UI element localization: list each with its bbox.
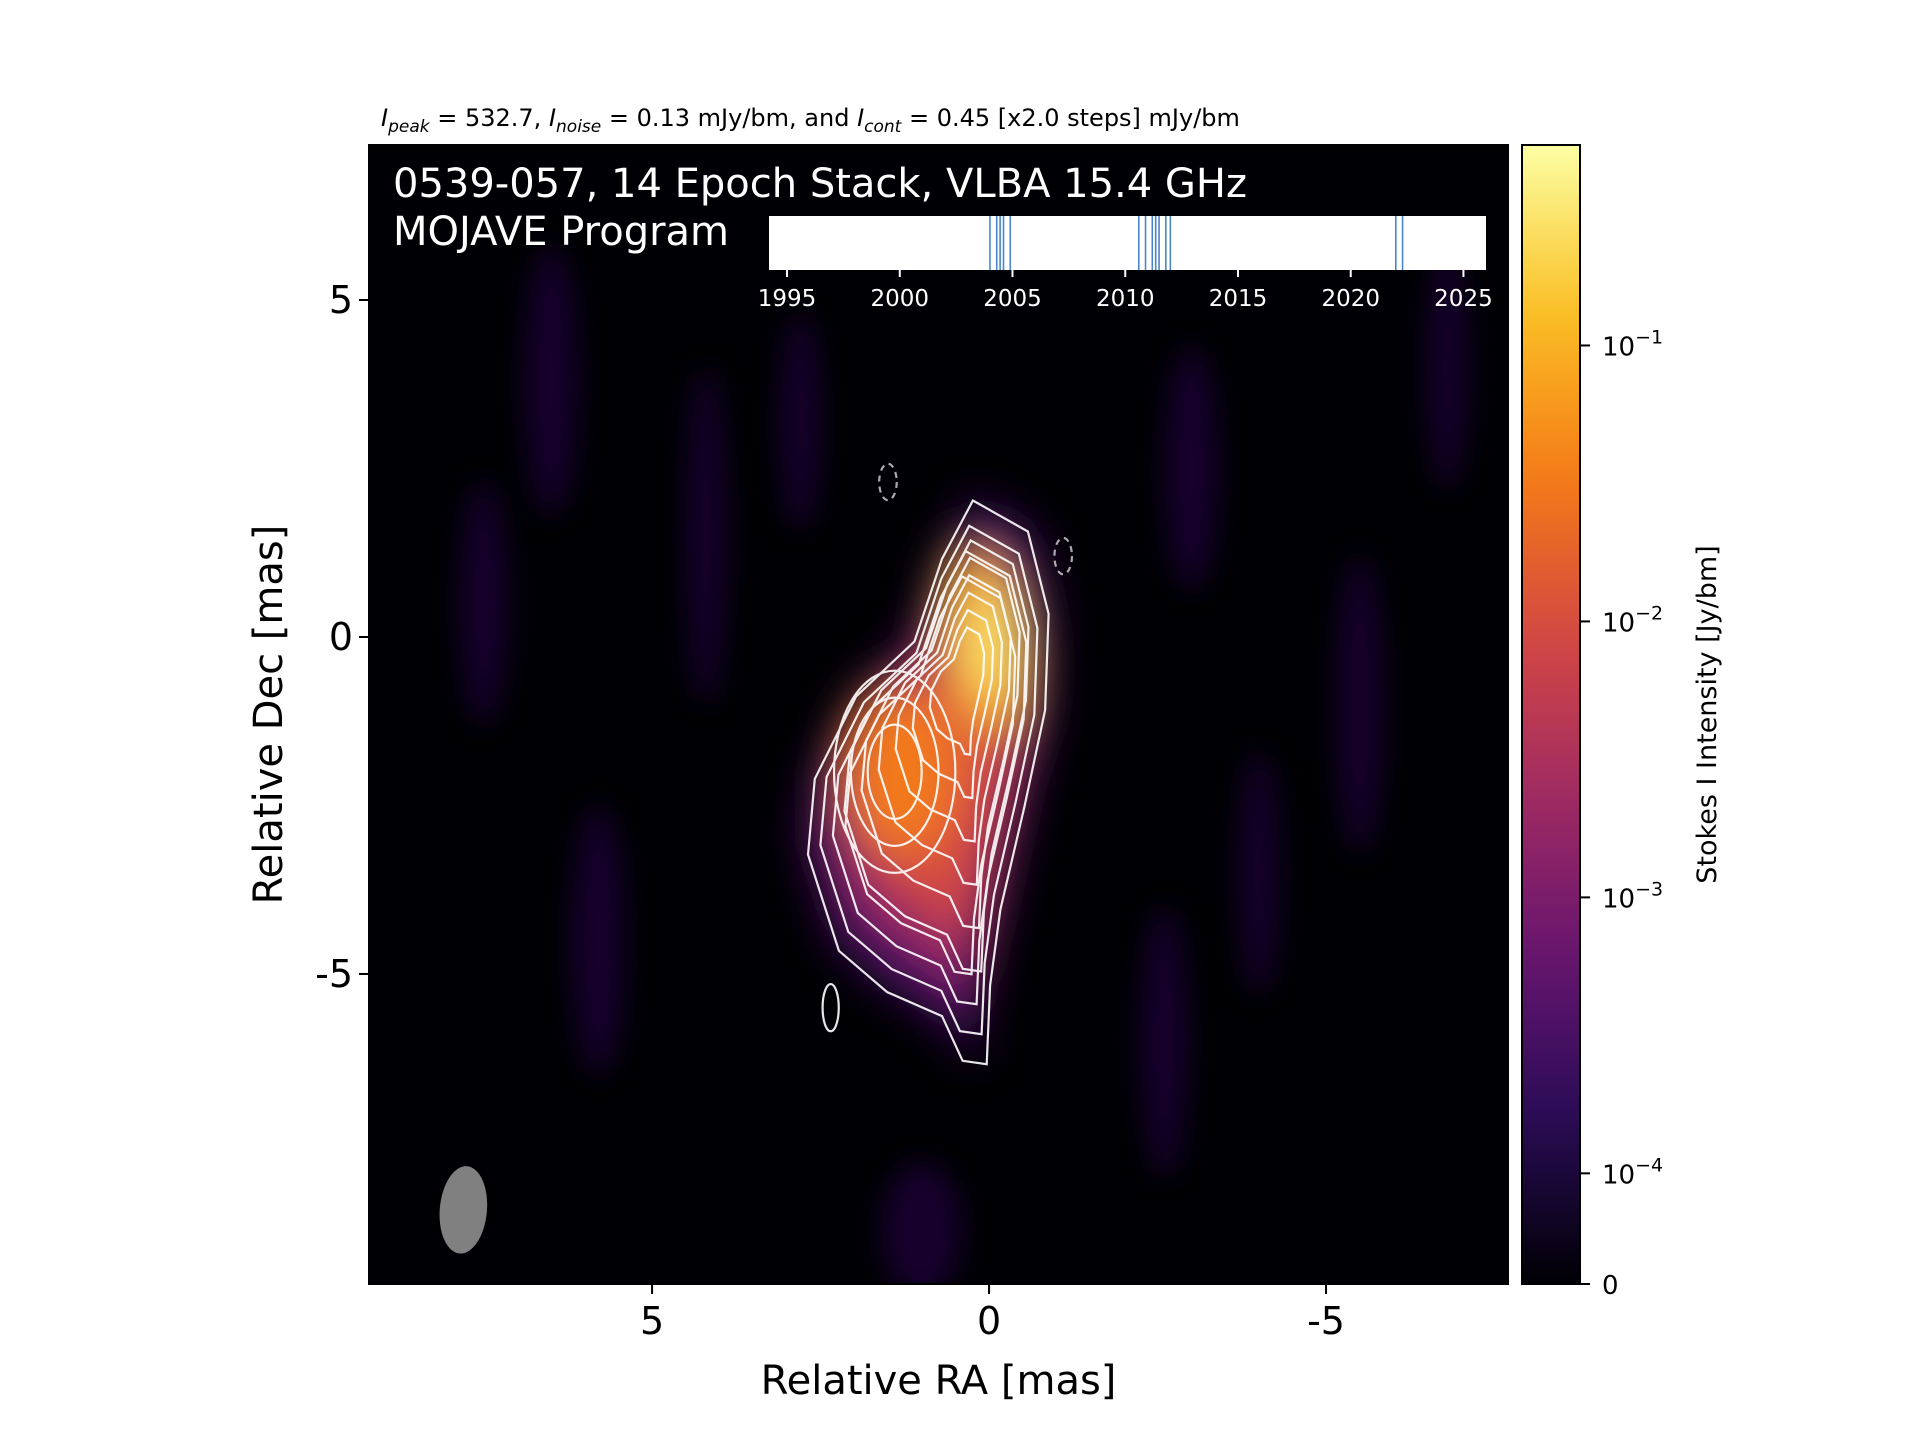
contours: [806, 462, 1074, 1066]
noise-streak: [459, 481, 508, 725]
contour-level: [911, 608, 995, 800]
colorbar-label: Stokes I Intensity [Jy/bm]: [1692, 545, 1723, 883]
beam-ellipse: [439, 1166, 488, 1254]
negative-contour: [1053, 536, 1074, 576]
noise-streak: [1140, 906, 1188, 1177]
colorbar-tick-base: 0: [1602, 1271, 1619, 1301]
subtitle-part: I: [549, 104, 556, 132]
colorbar-tick-label: 10−1: [1602, 326, 1663, 362]
y-tick-label: 0: [329, 615, 353, 659]
colorbar-tick-label: 0: [1602, 1271, 1619, 1301]
subtitle-part: = 532.7,: [430, 104, 549, 132]
noise-streak: [1238, 751, 1279, 995]
y-tick-label: -5: [315, 952, 353, 996]
y-axis-label: Relative Dec [mas]: [246, 525, 292, 905]
map-axes: 5 0 -5 5 0 -5 Relative RA [mas] Relative Dec [m…: [246, 144, 1509, 1404]
timeline-tick-label: 2010: [1096, 286, 1155, 312]
component-contour: [832, 669, 957, 874]
colorbar-gradient: [1521, 144, 1581, 1285]
chart-title-line2: MOJAVE Program: [393, 209, 729, 255]
colorbar-tick-exp: −1: [1635, 326, 1663, 348]
colorbar-tick-exp: −4: [1635, 1154, 1663, 1176]
subtitle-part: peak: [387, 117, 431, 137]
timeline-box: [769, 216, 1486, 270]
subtitle-part: cont: [864, 117, 903, 137]
noise-streak: [571, 805, 626, 1076]
subtitle-part: I: [381, 104, 388, 132]
colorbar-tick-exp: −2: [1635, 602, 1663, 624]
noise-streak: [1427, 246, 1468, 489]
timeline-tick-label: 2020: [1321, 286, 1380, 312]
component-contour: [866, 723, 923, 821]
noise-texture: [459, 246, 1468, 1284]
subtitle-part: noise: [556, 117, 601, 137]
contour-level: [860, 556, 1021, 930]
subtitle-part: = 0.13 mJy/bm, and: [601, 104, 857, 132]
x-tick-label: 5: [640, 1299, 664, 1343]
epoch-timeline: 1995 2000 2005 2010 2015 2020 2025: [758, 216, 1493, 312]
negative-contour: [878, 462, 898, 502]
timeline-tick-label: 2005: [983, 286, 1042, 312]
timeline-tick-label: 1995: [758, 286, 817, 312]
chart-subtitle: Ipeak = 532.7, Inoise = 0.13 mJy/bm, and…: [381, 104, 1240, 137]
contour-level: [877, 573, 1012, 886]
colorbar-tick-label: 10−3: [1602, 878, 1663, 914]
colorbar-tick-exp: −3: [1635, 878, 1663, 900]
noise-streak: [685, 367, 727, 705]
colorbar-tick-base: 10: [1602, 332, 1635, 362]
secondary-component: [844, 687, 959, 857]
contour-level: [806, 498, 1050, 1066]
colorbar-tick-base: 10: [1602, 1160, 1635, 1190]
contour-level: [819, 524, 1039, 1036]
colorbar-tick-label: 10−4: [1602, 1154, 1663, 1190]
noise-streak: [780, 313, 821, 530]
contour-level: [894, 591, 1004, 843]
x-axis-label: Relative RA [mas]: [761, 1358, 1117, 1404]
subtitle-part: = 0.45 [x2.0 steps] mJy/bm: [901, 104, 1240, 132]
noise-streak: [524, 246, 578, 516]
colorbar-tick-label: 10−2: [1602, 602, 1663, 638]
component-contour: [849, 696, 940, 848]
chart-title-line1: 0539-057, 14 Epoch Stack, VLBA 15.4 GHz: [393, 161, 1247, 207]
timeline-tick-label: 2025: [1434, 286, 1493, 312]
intensity-map: 0539-057, 14 Epoch Stack, VLBA 15.4 GHzM…: [369, 145, 1508, 1284]
x-tick-label: 0: [977, 1299, 1001, 1343]
timeline-tick-label: 2000: [871, 286, 930, 312]
axes-frame: [368, 144, 1509, 1285]
noise-streak: [1336, 556, 1384, 853]
island-contour: [821, 982, 840, 1033]
timeline-tick-label: 2015: [1209, 286, 1268, 312]
subtitle-part: I: [857, 104, 864, 132]
contour-level: [843, 538, 1030, 973]
contour-level: [928, 625, 986, 756]
colorbar-tick-base: 10: [1602, 884, 1635, 914]
noise-streak: [1164, 347, 1219, 590]
colorbar-tick-base: 10: [1602, 608, 1635, 638]
noise-streak: [881, 1162, 963, 1284]
x-tick-label: -5: [1307, 1299, 1345, 1343]
y-tick-label: 5: [329, 278, 353, 322]
